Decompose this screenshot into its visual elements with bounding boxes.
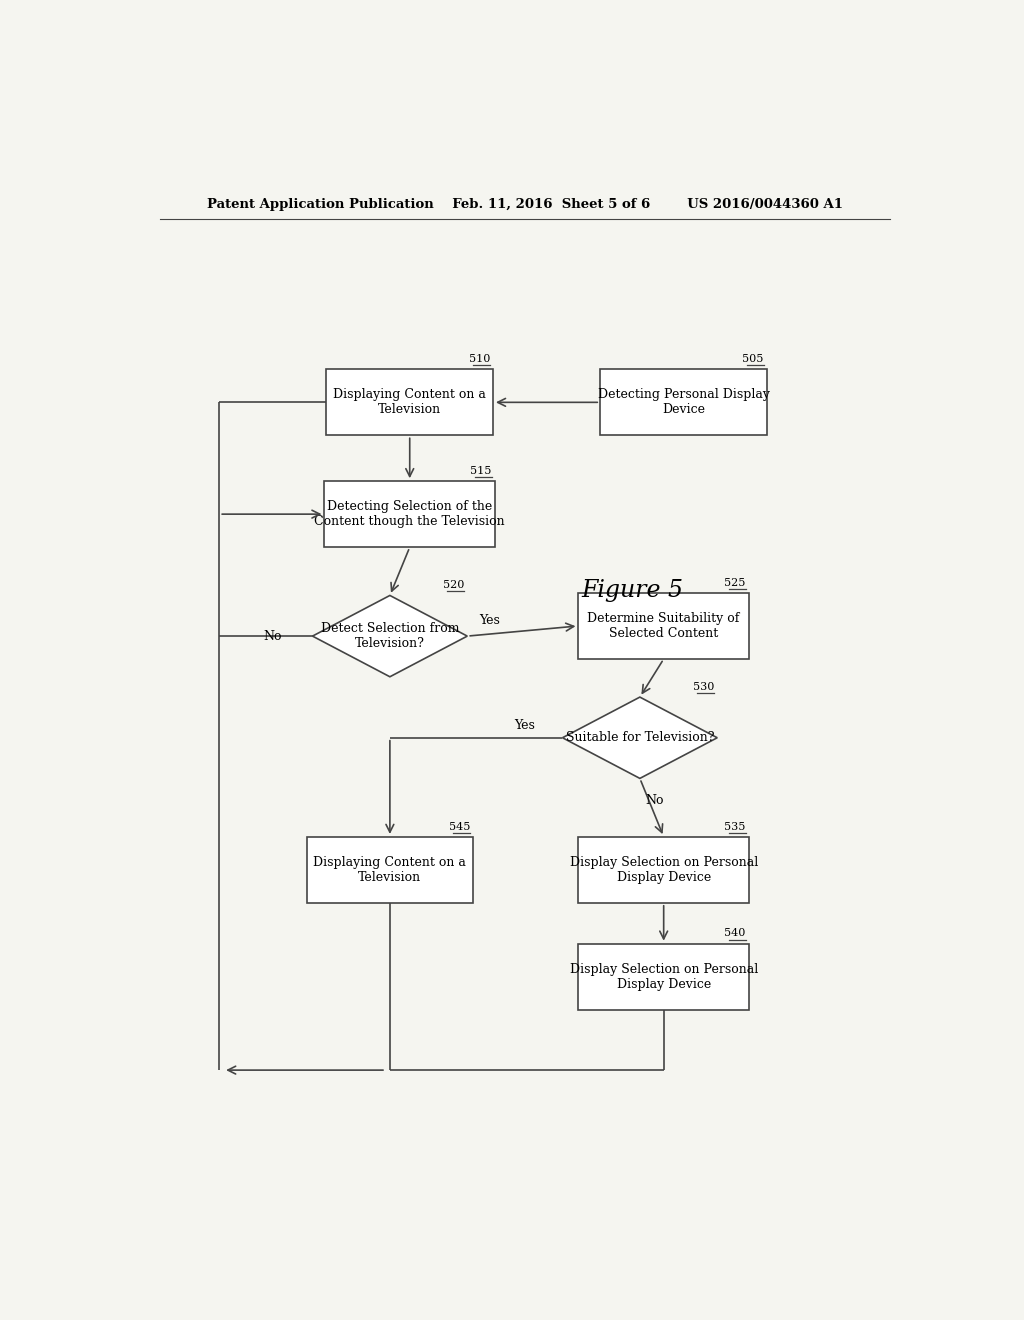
Bar <box>579 837 749 903</box>
Text: No: No <box>645 795 664 808</box>
Text: Determine Suitability of
Selected Content: Determine Suitability of Selected Conten… <box>588 612 740 640</box>
Text: 505: 505 <box>742 354 764 364</box>
Bar <box>306 837 473 903</box>
Text: Yes: Yes <box>479 614 500 627</box>
Bar <box>579 944 749 1010</box>
Text: Display Selection on Personal
Display Device: Display Selection on Personal Display De… <box>569 855 758 884</box>
Text: Patent Application Publication    Feb. 11, 2016  Sheet 5 of 6        US 2016/004: Patent Application Publication Feb. 11, … <box>207 198 843 211</box>
Text: 515: 515 <box>470 466 492 477</box>
Bar <box>325 480 495 548</box>
Text: 530: 530 <box>692 682 714 692</box>
Text: 510: 510 <box>469 354 489 364</box>
Polygon shape <box>562 697 717 779</box>
Text: Displaying Content on a
Television: Displaying Content on a Television <box>313 855 466 884</box>
Text: Display Selection on Personal
Display Device: Display Selection on Personal Display De… <box>569 962 758 990</box>
Text: Yes: Yes <box>514 719 535 733</box>
Bar <box>327 370 493 436</box>
Text: Detect Selection from
Television?: Detect Selection from Television? <box>321 622 459 651</box>
Text: 535: 535 <box>724 822 745 832</box>
Text: 545: 545 <box>449 822 470 832</box>
Text: 520: 520 <box>442 581 464 590</box>
Text: 525: 525 <box>724 578 745 587</box>
Text: No: No <box>263 630 282 643</box>
Text: 540: 540 <box>724 928 745 939</box>
Text: Detecting Selection of the
Content though the Television: Detecting Selection of the Content thoug… <box>314 500 505 528</box>
Text: Suitable for Television?: Suitable for Television? <box>565 731 714 744</box>
Text: Displaying Content on a
Television: Displaying Content on a Television <box>333 388 486 416</box>
Polygon shape <box>312 595 467 677</box>
Text: Detecting Personal Display
Device: Detecting Personal Display Device <box>598 388 769 416</box>
Text: Figure 5: Figure 5 <box>581 579 683 602</box>
Bar <box>600 370 767 436</box>
Bar <box>579 593 749 659</box>
